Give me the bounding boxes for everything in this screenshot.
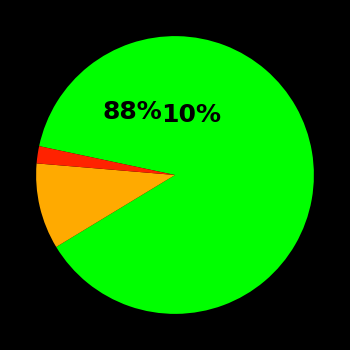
Wedge shape [39,36,314,314]
Wedge shape [36,163,175,247]
Wedge shape [37,146,175,175]
Text: 10%: 10% [161,103,221,127]
Text: 88%: 88% [103,100,162,124]
